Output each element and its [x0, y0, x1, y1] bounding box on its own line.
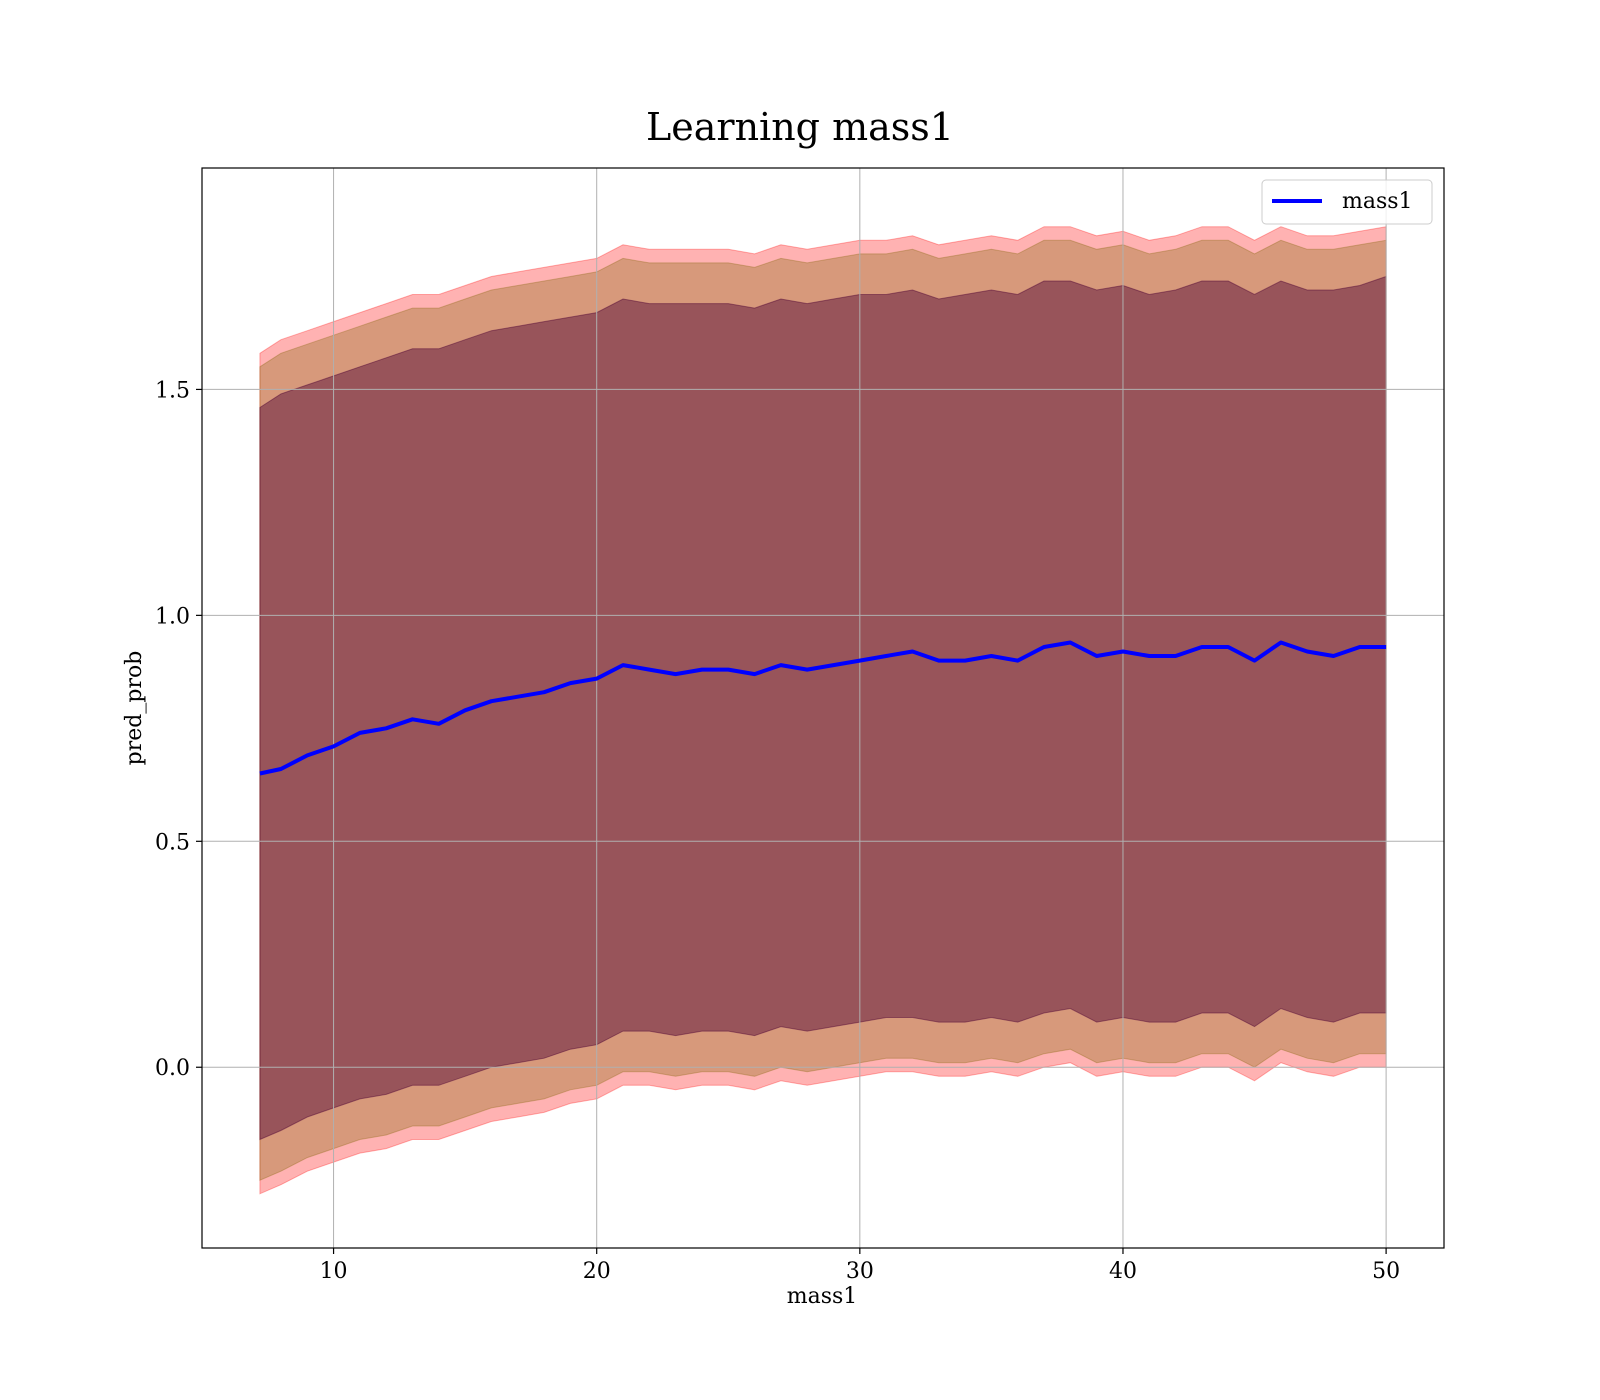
grid	[202, 168, 1444, 1248]
x-axis-label: mass1	[787, 1284, 858, 1309]
x-tick-label: 40	[1109, 1259, 1137, 1284]
chart-title: Learning mass1	[646, 105, 954, 149]
x-tick-label: 50	[1372, 1259, 1400, 1284]
y-tick-label: 1.0	[155, 604, 190, 629]
y-axis-label: pred_prob	[122, 651, 147, 766]
y-tick-label: 0.0	[155, 1056, 190, 1081]
series-line-0	[259, 640, 1387, 776]
x-axis-ticks: 10 20 30 40 50	[320, 1248, 1400, 1284]
band-2	[259, 275, 1387, 1141]
y-axis-ticks: 0.0 0.5 1.0 1.5	[155, 378, 202, 1081]
legend-label-mass1: mass1	[1342, 189, 1413, 214]
confidence-bands	[259, 226, 1387, 1195]
x-tick-label: 20	[583, 1259, 611, 1284]
y-tick-label: 0.5	[155, 830, 190, 855]
legend: mass1	[1261, 179, 1433, 225]
legend-box	[1261, 179, 1433, 225]
y-tick-label: 1.5	[155, 378, 190, 403]
x-tick-label: 10	[320, 1259, 348, 1284]
x-tick-label: 30	[846, 1259, 874, 1284]
series-lines	[259, 640, 1387, 776]
plot-frame	[201, 167, 1445, 1249]
